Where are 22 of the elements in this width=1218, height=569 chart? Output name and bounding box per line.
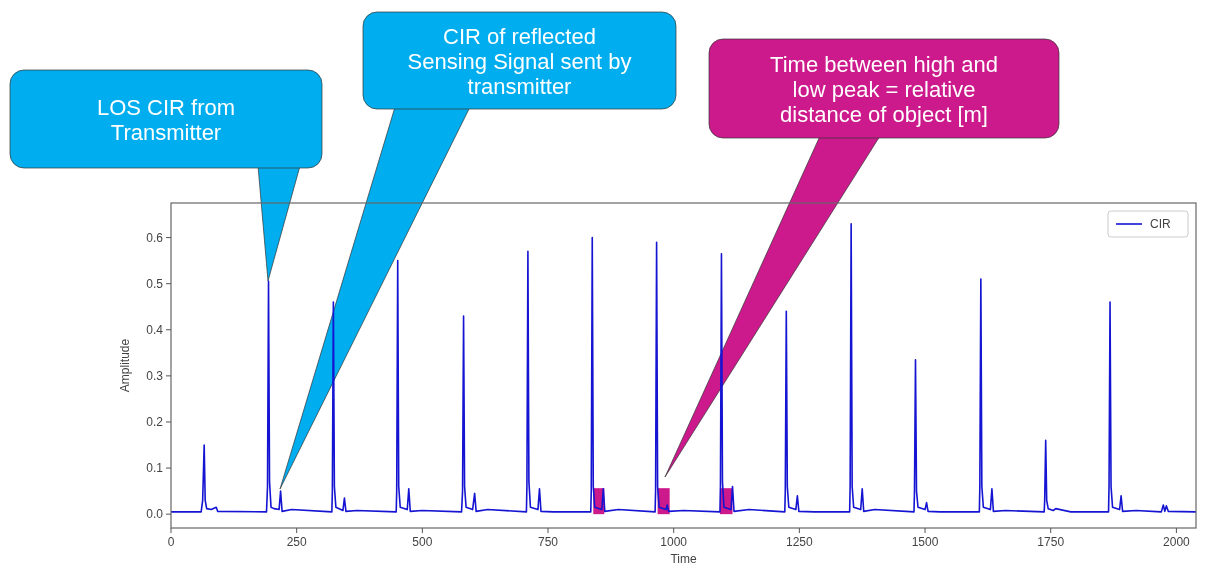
- x-tick-label: 1000: [660, 535, 688, 549]
- y-tick-label: 0.1: [146, 461, 164, 476]
- x-tick-label: 250: [286, 535, 308, 549]
- x-tick-label: 1250: [786, 535, 814, 549]
- x-tick-label: 0: [167, 535, 175, 549]
- x-tick-label: 500: [412, 535, 433, 549]
- y-tick-label: 0.2: [146, 414, 164, 429]
- x-tick-label: 750: [538, 535, 559, 549]
- legend-label: CIR: [1150, 217, 1171, 231]
- y-axis-title: Amplitude: [118, 338, 132, 393]
- callout: CIR of reflected Sensing Signal sent by transmitter: [279, 11, 677, 490]
- x-tick-label: 1750: [1037, 535, 1065, 549]
- text: Time between high and low peak = relative distance of object [m]: [770, 51, 998, 127]
- y-tick-label: 0.5: [146, 276, 164, 291]
- y-tick-label: 0.0: [146, 507, 164, 522]
- y-tick-label: 0.3: [146, 368, 164, 383]
- y-tick-label: 0.4: [146, 322, 164, 337]
- x-axis-title: Time: [670, 552, 697, 566]
- y-tick-label: 0.6: [146, 230, 164, 245]
- x-tick-label: 2000: [1163, 535, 1191, 549]
- callout: Time between high and low peak = relative distance of object [m]: [664, 38, 1060, 478]
- x-tick-label: 1500: [911, 535, 939, 549]
